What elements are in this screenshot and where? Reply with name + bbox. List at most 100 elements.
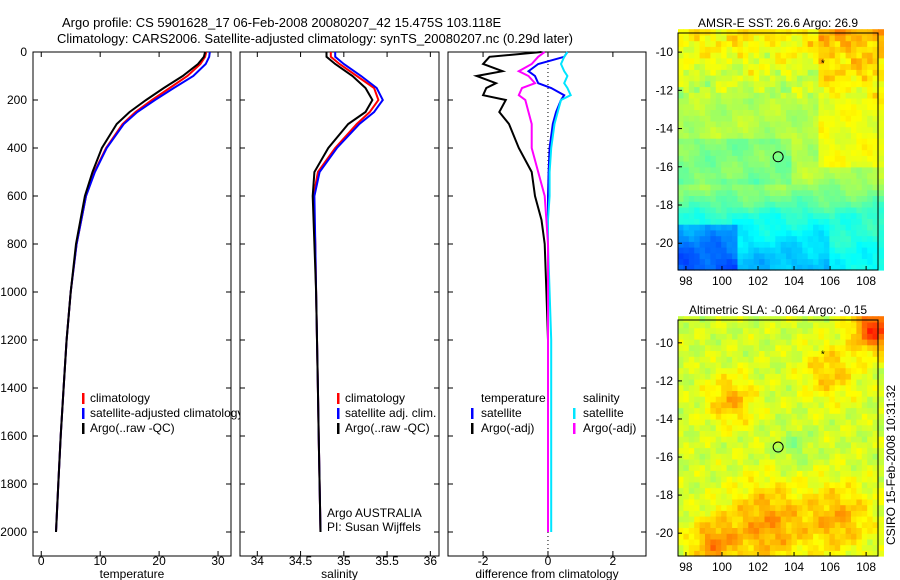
- map-cell: [791, 419, 798, 426]
- map-cell: [683, 143, 690, 151]
- map-cell: [840, 361, 847, 369]
- map-cell: [710, 550, 717, 557]
- map-cell: [823, 75, 830, 82]
- map-cell: [678, 333, 684, 340]
- map-cell: [834, 487, 841, 494]
- map-cell: [861, 447, 868, 454]
- map-cell: [786, 504, 793, 511]
- map-cell: [721, 40, 728, 47]
- map-cell: [791, 430, 798, 437]
- map-cell: [845, 46, 852, 53]
- map-cell: [807, 361, 814, 369]
- map-cell: [834, 258, 841, 265]
- map-cell: [678, 241, 684, 248]
- map-cell: [688, 63, 695, 70]
- map-cell: [699, 413, 706, 420]
- map-cell: [856, 396, 863, 403]
- map-cell: [759, 115, 766, 122]
- map-cell: [851, 453, 857, 460]
- map-cell: [726, 201, 733, 208]
- map-cell: [856, 132, 863, 139]
- map-cell: [807, 155, 814, 162]
- map-cell: [818, 516, 825, 523]
- map-cell: [786, 481, 793, 489]
- map-cell: [872, 29, 879, 36]
- map-cell: [878, 521, 884, 528]
- map-cell: [726, 229, 733, 237]
- map-cell: [872, 533, 879, 540]
- map-cell: [823, 430, 830, 437]
- map-cell: [818, 115, 825, 122]
- map-cell: [775, 63, 782, 70]
- map-cell: [753, 195, 760, 202]
- map-cell: [748, 166, 755, 174]
- map-cell: [726, 40, 733, 47]
- map-cell: [688, 258, 695, 265]
- map-cell: [715, 143, 722, 151]
- map-cell: [845, 487, 852, 494]
- map-cell: [710, 401, 717, 409]
- map-cell: [845, 544, 852, 551]
- map-cell: [818, 544, 825, 551]
- map-cell: [694, 229, 701, 237]
- map-cell: [813, 138, 820, 145]
- map-cell: [688, 235, 695, 242]
- map-cell: [872, 327, 879, 334]
- map-cell: [775, 481, 782, 489]
- map-cell: [823, 206, 830, 214]
- map-cell: [705, 224, 711, 231]
- annotation-text: Argo AUSTRALIA: [327, 506, 422, 520]
- map-cell: [834, 407, 841, 414]
- map-cell: [802, 436, 809, 443]
- map-cell: [726, 63, 733, 70]
- map-cell: [715, 195, 722, 202]
- map-cell: [818, 504, 825, 511]
- map-cell: [813, 464, 820, 471]
- map-cell: [683, 453, 690, 460]
- map-cell: [742, 206, 749, 214]
- map-cell: [769, 109, 776, 116]
- map-cell: [694, 464, 701, 471]
- map-cell: [829, 533, 836, 540]
- map-cell: [775, 80, 782, 88]
- map-cell: [726, 379, 733, 386]
- map-cell: [840, 356, 847, 363]
- map-cell: [780, 109, 787, 116]
- map-cell: [710, 419, 717, 426]
- map-cell: [769, 120, 776, 128]
- map-cell: [813, 476, 820, 483]
- map-cell: [775, 550, 782, 557]
- map-cell: [688, 436, 695, 443]
- map-cell: [678, 379, 684, 386]
- map-cell: [688, 34, 695, 42]
- map-cell: [796, 155, 803, 162]
- map-cell: [678, 458, 684, 466]
- map-cell: [878, 361, 884, 369]
- map-cell: [759, 241, 766, 248]
- map-cell: [802, 424, 809, 431]
- map-cell: [878, 544, 884, 551]
- map-cell: [678, 407, 684, 414]
- map-cell: [715, 458, 722, 466]
- map-cell: [878, 206, 884, 214]
- map-cell: [867, 493, 874, 500]
- map-cell: [694, 316, 701, 323]
- map-cell: [764, 516, 771, 523]
- map-cell: [737, 350, 744, 357]
- map-cell: [769, 92, 776, 99]
- map-cell: [845, 98, 852, 105]
- y-tick-label: 400: [7, 141, 27, 155]
- map-cell: [845, 115, 852, 122]
- map-cell: [807, 419, 814, 426]
- map-cell: [715, 201, 722, 208]
- map-cell: [721, 521, 728, 528]
- map-cell: [705, 407, 711, 414]
- map-cell: [796, 390, 803, 397]
- map-cell: [796, 373, 803, 380]
- map-cell: [878, 550, 884, 557]
- map-cell: [878, 143, 884, 151]
- map-cell: [753, 504, 760, 511]
- map-cell: [678, 143, 684, 151]
- map-cell: [807, 538, 814, 546]
- map-cell: [737, 458, 744, 466]
